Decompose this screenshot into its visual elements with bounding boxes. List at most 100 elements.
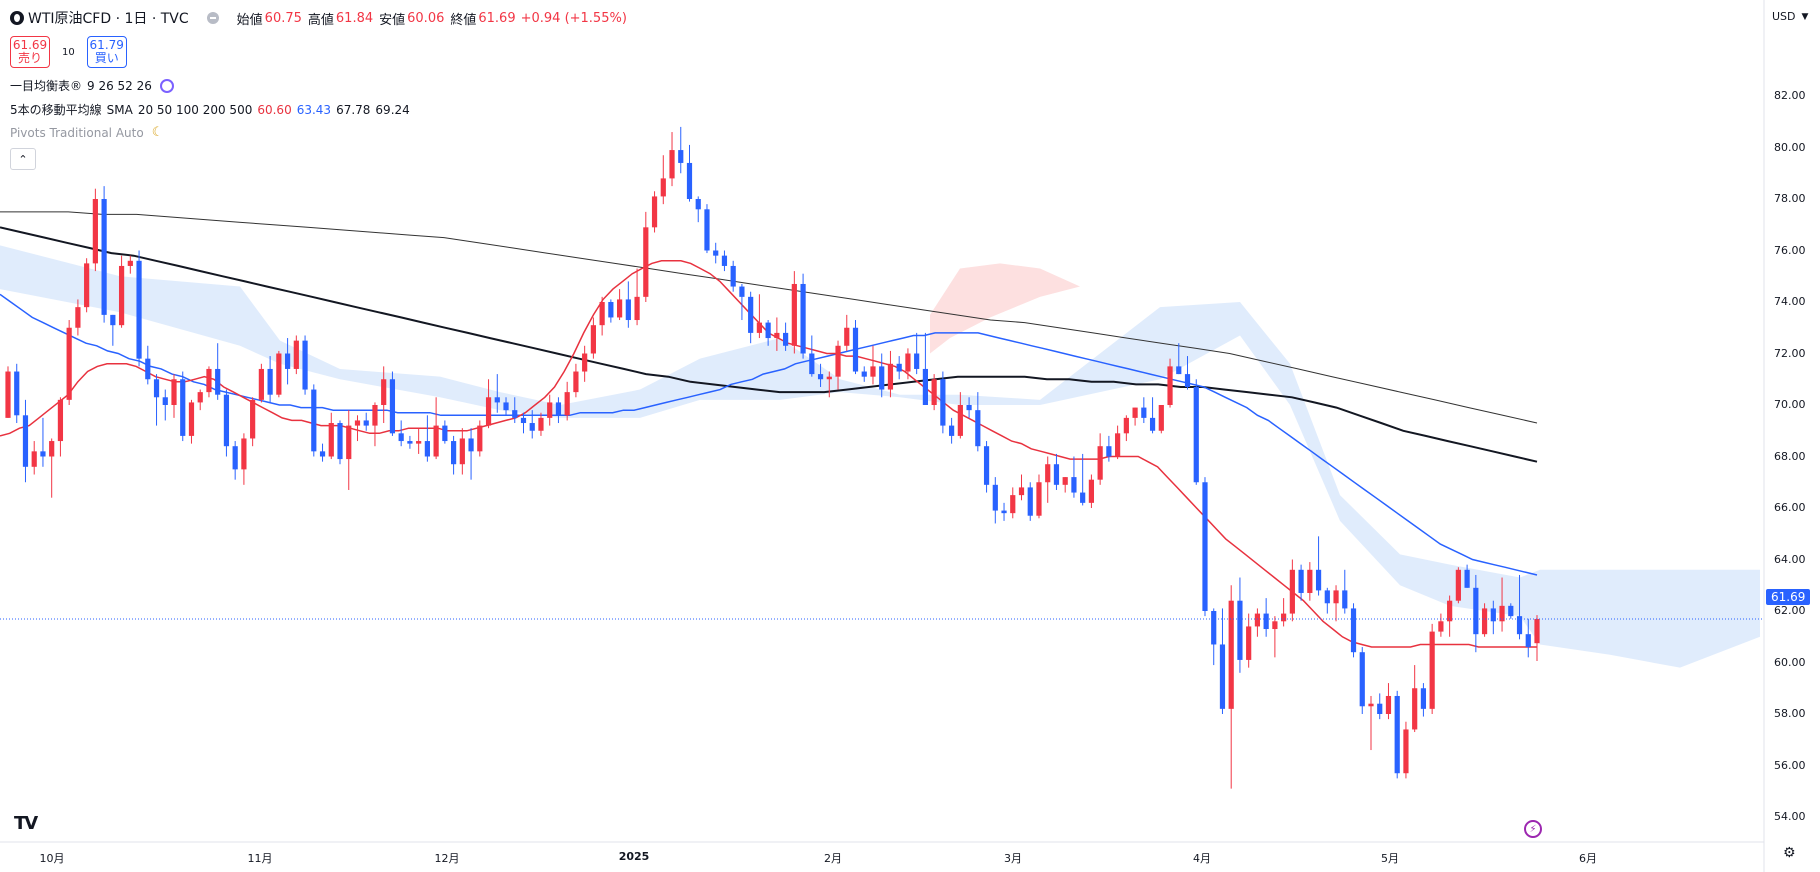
sma-value-2: 63.43 <box>296 102 332 117</box>
tradingview-logo[interactable]: TV <box>14 813 38 834</box>
candle <box>337 420 343 465</box>
candle <box>721 250 728 272</box>
candle <box>1219 608 1226 714</box>
candle <box>319 443 326 462</box>
sell-label: 売り <box>17 51 42 65</box>
time-tick: 12月 <box>434 852 460 865</box>
candle <box>372 402 378 447</box>
indicator-sma[interactable]: 5本の移動平均線 SMA 20 50 100 200 500 60.60 63.… <box>10 101 410 118</box>
candle <box>1429 623 1435 714</box>
candle <box>1324 587 1330 614</box>
candle <box>145 345 151 385</box>
candle <box>1141 397 1147 424</box>
candle <box>1298 564 1304 601</box>
price-tick: 56.00 <box>1774 758 1806 772</box>
candle <box>555 397 562 424</box>
candle <box>1281 598 1287 627</box>
sell-button[interactable]: 61.69 売り <box>10 36 50 68</box>
candle <box>678 126 684 174</box>
candle <box>1167 358 1173 408</box>
candle <box>459 428 465 475</box>
ichimoku-label: 一目均衡表® <box>10 79 83 93</box>
quantity[interactable]: 10 <box>62 46 75 58</box>
candle <box>966 397 972 418</box>
candle <box>162 389 168 421</box>
candle <box>215 343 221 400</box>
candle <box>940 371 946 434</box>
candle <box>494 374 500 413</box>
candle <box>442 420 448 444</box>
time-tick: 3月 <box>1004 852 1022 865</box>
settings-gear-icon[interactable]: ⚙ <box>1783 845 1796 861</box>
candle <box>617 289 623 321</box>
sma-500-line <box>0 211 1538 424</box>
candle <box>1228 585 1234 789</box>
candle <box>503 397 509 416</box>
low-label: 安値 <box>379 12 406 28</box>
candle <box>1499 577 1505 632</box>
candle <box>5 366 11 418</box>
candle <box>485 379 492 429</box>
candle <box>1403 721 1409 779</box>
candle <box>293 335 299 375</box>
indicator-ichimoku[interactable]: 一目均衡表® 9 26 52 26 <box>10 77 174 94</box>
candle <box>1176 343 1182 375</box>
candle <box>424 415 430 462</box>
price-tick: 80.00 <box>1774 140 1806 154</box>
lightning-icon[interactable]: ⚡ <box>1524 820 1542 838</box>
candle <box>774 317 780 351</box>
candle <box>931 374 937 411</box>
candle <box>311 384 317 457</box>
candle <box>1123 415 1129 442</box>
candle <box>206 366 212 398</box>
currency-selector[interactable]: USD ▼ <box>1772 10 1808 23</box>
collapse-indicators-button[interactable]: ⌃ <box>10 148 36 170</box>
candle <box>695 196 701 223</box>
market-status-icon[interactable] <box>206 12 219 24</box>
sma-value-3: 67.78 <box>336 102 371 117</box>
candle <box>520 412 527 434</box>
candle <box>922 332 928 405</box>
candle <box>468 428 474 480</box>
candle <box>1490 600 1496 635</box>
candle <box>1193 379 1199 485</box>
currency-label: USD <box>1772 10 1796 23</box>
candle <box>258 363 264 403</box>
high-value: 61.84 <box>335 10 374 26</box>
candle <box>1237 577 1243 673</box>
price-tick: 64.00 <box>1774 552 1806 566</box>
candle <box>57 397 64 457</box>
candle <box>608 299 614 323</box>
candle <box>381 366 387 424</box>
candle <box>407 435 413 449</box>
candle <box>660 155 666 205</box>
candle <box>1473 574 1479 653</box>
candle <box>669 132 675 187</box>
candle <box>905 348 911 380</box>
candle <box>267 356 273 403</box>
candle <box>730 260 736 292</box>
indicator-pivots[interactable]: Pivots Traditional Auto ☾ <box>10 125 163 140</box>
chart-header: WTI原油CFD · 1日 · TVC 始値 60.75 高値 61.84 安値 60… <box>10 8 627 28</box>
symbol-title[interactable]: WTI原油CFD · 1日 · TVC <box>28 11 189 27</box>
candle <box>949 417 955 444</box>
price-tick: 60.00 <box>1774 655 1806 669</box>
sma-value-1: 60.60 <box>257 102 292 117</box>
candle <box>983 441 990 493</box>
candle <box>433 397 439 460</box>
candle <box>40 417 46 467</box>
candle <box>756 294 762 339</box>
candle <box>276 350 282 398</box>
candle <box>354 415 361 442</box>
buy-button[interactable]: 61.79 買い <box>86 36 127 68</box>
candle <box>791 271 797 354</box>
candle <box>1377 693 1383 720</box>
eye-hidden-icon[interactable]: ☾ <box>151 125 164 140</box>
price-tick: 70.00 <box>1774 398 1806 411</box>
candle <box>1447 595 1453 637</box>
candle <box>1525 618 1531 658</box>
candle <box>1368 695 1374 751</box>
candle <box>573 363 579 398</box>
candle <box>643 211 649 302</box>
